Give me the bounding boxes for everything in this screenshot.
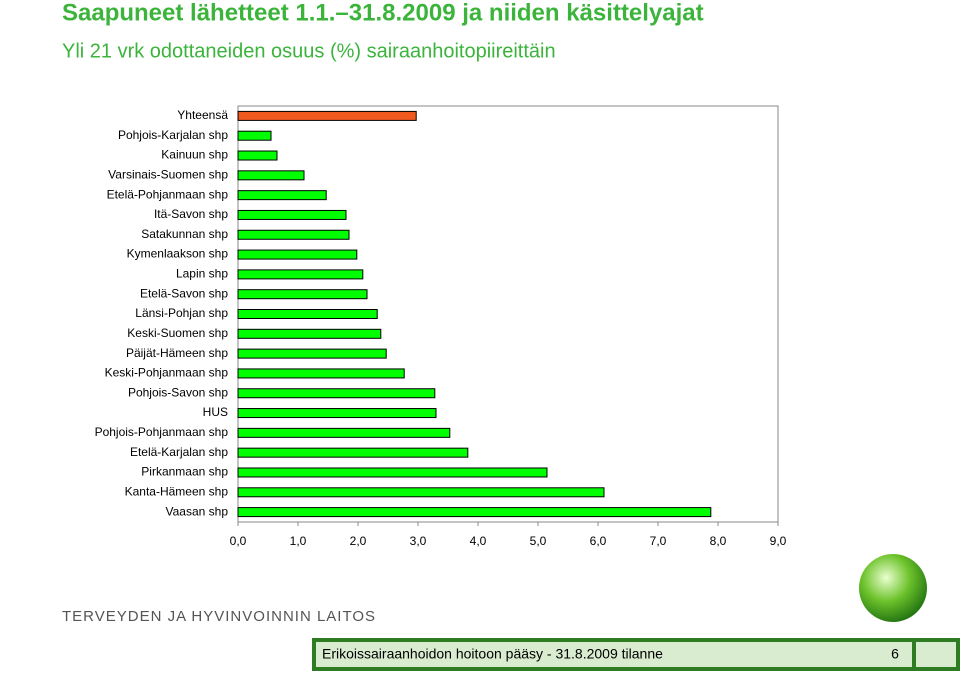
bar bbox=[237, 130, 272, 141]
bar bbox=[237, 269, 364, 280]
page-number-box bbox=[916, 642, 956, 667]
organization: TERVEYDEN JA HYVINVOINNIN LAITOS bbox=[62, 608, 376, 625]
y-tick-label: Pohjois-Karjalan shp bbox=[118, 128, 228, 142]
bar bbox=[237, 408, 437, 419]
y-tick-label: Etelä-Pohjanmaan shp bbox=[107, 187, 229, 201]
bar bbox=[237, 309, 378, 319]
x-tick-label: 0,0 bbox=[230, 534, 247, 548]
x-tick-label: 8,0 bbox=[710, 534, 727, 548]
x-tick-label: 3,0 bbox=[410, 534, 427, 548]
y-tick-label: Pohjois-Pohjanmaan shp bbox=[95, 425, 229, 439]
y-tick-label: Lapin shp bbox=[176, 267, 228, 281]
x-tick-label: 4,0 bbox=[470, 534, 487, 548]
slide-title: Saapuneet lähetteet 1.1.–31.8.2009 ja ni… bbox=[62, 0, 704, 26]
bar bbox=[237, 249, 358, 260]
bar bbox=[237, 289, 368, 300]
y-tick-label: Päijät-Hämeen shp bbox=[126, 346, 228, 360]
y-tick-label: Etelä-Savon shp bbox=[140, 286, 228, 300]
slide-subtitle: Yli 21 vrk odottaneiden osuus (%) sairaa… bbox=[62, 40, 556, 62]
x-tick-label: 7,0 bbox=[650, 534, 667, 548]
bar bbox=[237, 427, 451, 438]
x-tick-label: 2,0 bbox=[350, 534, 367, 548]
bar bbox=[237, 487, 605, 498]
y-tick-label: Keski-Pohjanmaan shp bbox=[105, 366, 229, 380]
logo-sphere bbox=[859, 554, 927, 622]
y-tick-label: Vaasan shp bbox=[166, 504, 229, 518]
bar bbox=[237, 209, 347, 220]
bar bbox=[237, 388, 436, 399]
x-tick-label: 9,0 bbox=[770, 534, 787, 548]
y-tick-label: Kymenlaakson shp bbox=[127, 247, 229, 261]
y-tick-label: Etelä-Karjalan shp bbox=[130, 445, 228, 459]
bar bbox=[237, 229, 350, 240]
bar bbox=[237, 110, 417, 121]
y-tick-label: Keski-Suomen shp bbox=[127, 326, 228, 340]
bar bbox=[237, 368, 405, 379]
x-tick-label: 5,0 bbox=[530, 534, 547, 548]
y-tick-label: Kanta-Hämeen shp bbox=[125, 484, 229, 498]
page-number: 6 bbox=[891, 646, 899, 662]
y-tick-label: Itä-Savon shp bbox=[154, 207, 228, 221]
y-tick-label: Yhteensä bbox=[177, 108, 228, 122]
bar bbox=[237, 467, 548, 478]
bar bbox=[237, 348, 387, 359]
bar bbox=[237, 328, 382, 339]
y-tick-label: Länsi-Pohjan shp bbox=[135, 306, 228, 320]
y-tick-label: Kainuun shp bbox=[161, 148, 228, 162]
bar bbox=[237, 447, 469, 458]
bar bbox=[237, 507, 712, 518]
x-tick-label: 1,0 bbox=[290, 534, 307, 548]
footer-text-box bbox=[316, 642, 912, 667]
y-tick-label: Satakunnan shp bbox=[141, 227, 228, 241]
y-tick-label: HUS bbox=[203, 405, 228, 419]
x-tick-label: 6,0 bbox=[590, 534, 607, 548]
y-tick-label: Pohjois-Savon shp bbox=[128, 385, 228, 399]
footer-text: Erikoissairaanhoidon hoitoon pääsy - 31.… bbox=[322, 646, 663, 662]
y-tick-label: Pirkanmaan shp bbox=[141, 465, 228, 479]
bar bbox=[237, 170, 305, 181]
y-tick-label: Varsinais-Suomen shp bbox=[108, 168, 228, 182]
bar bbox=[237, 150, 278, 161]
bar bbox=[237, 190, 327, 201]
